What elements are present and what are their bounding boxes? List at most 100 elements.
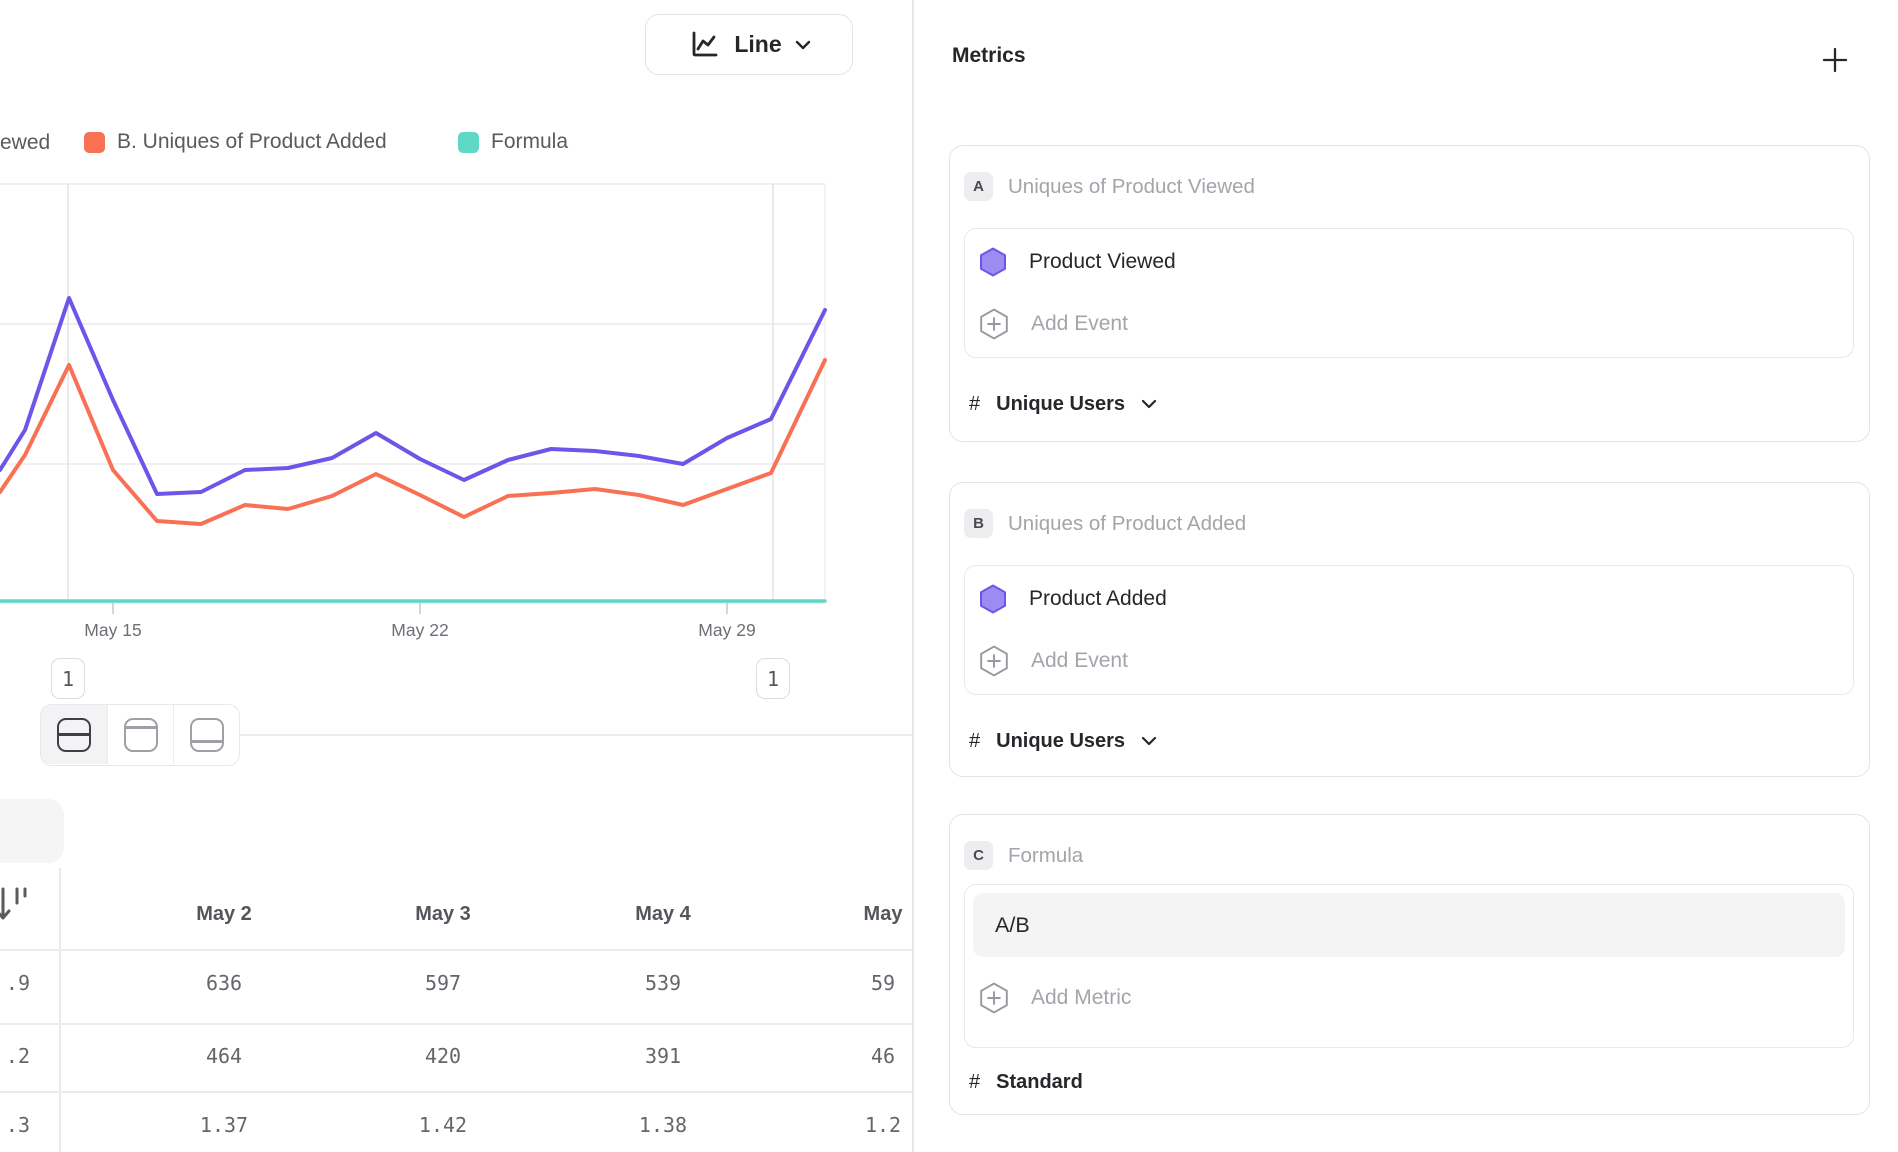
table-column-divider	[59, 868, 61, 1152]
measure-label: Unique Users	[996, 392, 1126, 415]
number-type-icon: #	[969, 392, 981, 415]
chart-type-selector[interactable]: Line	[645, 14, 853, 75]
metric-title: Uniques of Product Added	[1008, 511, 1247, 535]
metric-badge-b: B	[964, 509, 993, 538]
card-header: A Uniques of Product Viewed	[964, 172, 1255, 201]
add-event-label: Add Event	[1031, 312, 1128, 335]
line-chart-plot[interactable]	[0, 170, 912, 650]
layout-chart-only-button[interactable]	[107, 705, 173, 764]
event-name: Product Viewed	[1029, 250, 1176, 273]
add-event-hexagon-icon	[980, 645, 1008, 677]
table-cell: 391	[644, 1044, 682, 1068]
legend-item-b[interactable]: B. Uniques of Product Added	[84, 129, 387, 155]
chevron-down-icon	[1141, 736, 1157, 746]
chart-section: Line ewed B. Uniques of Product Added Fo…	[0, 0, 912, 1152]
split-view-icon	[57, 717, 91, 752]
add-event-hexagon-icon	[980, 308, 1008, 340]
table-row-divider	[0, 1091, 912, 1093]
chevron-down-icon	[1141, 399, 1157, 409]
table-cell: 464	[205, 1044, 243, 1068]
event-name: Product Added	[1029, 587, 1167, 610]
layout-table-only-button[interactable]	[173, 705, 239, 764]
measure-label: Standard	[996, 1070, 1083, 1093]
add-metric-label: Add Metric	[1031, 986, 1132, 1009]
table-cell: 1.42	[418, 1113, 468, 1137]
event-list: Product Viewed Add Event	[964, 228, 1854, 358]
table-cell: 539	[644, 971, 682, 995]
bottom-bar-layout-icon	[189, 717, 224, 752]
table-corner-tab[interactable]	[0, 799, 64, 863]
table-row-divider	[0, 949, 912, 951]
add-event-row[interactable]: Add Event	[979, 293, 1839, 355]
measure-dropdown[interactable]: # Unique Users	[969, 389, 1157, 419]
event-hexagon-icon	[980, 584, 1006, 614]
table-cell: 636	[205, 971, 243, 995]
legend-label-formula: Formula	[491, 130, 569, 153]
table-cell: 1.37	[199, 1113, 249, 1137]
x-tick-label: May 22	[391, 620, 449, 640]
legend-swatch-formula	[458, 131, 479, 153]
measure-dropdown[interactable]: # Unique Users	[969, 726, 1157, 756]
series-B. Uniques of Product Added	[0, 358, 827, 526]
panel-title: Metrics	[952, 44, 1026, 67]
table-header-may-2[interactable]: May 2	[196, 903, 252, 925]
metric-card-a: A Uniques of Product Viewed Product View…	[949, 145, 1870, 442]
plus-icon	[1822, 47, 1848, 73]
add-metric-row[interactable]: Add Metric	[973, 957, 1845, 1039]
metric-title: Uniques of Product Viewed	[1008, 174, 1255, 198]
layout-toggle-group	[40, 704, 240, 766]
table-header-may-4[interactable]: May 4	[635, 903, 691, 925]
measure-dropdown[interactable]: # Standard	[969, 1067, 1083, 1097]
event-row-product-added[interactable]: Product Added	[979, 568, 1839, 630]
number-type-icon: #	[969, 1070, 981, 1093]
table-header-may-3[interactable]: May 3	[415, 903, 471, 925]
table-frozen-cell-truncated: .3	[5, 1113, 30, 1137]
event-hexagon-icon	[980, 247, 1006, 277]
table-cell: 420	[424, 1044, 462, 1068]
x-tick-label: May 15	[84, 620, 142, 640]
add-metric-hexagon-icon	[980, 982, 1008, 1014]
table-row-divider	[0, 1023, 912, 1025]
event-list: Product Added Add Event	[964, 565, 1854, 695]
top-bar-layout-icon	[123, 717, 158, 752]
add-event-label: Add Event	[1031, 649, 1128, 672]
metric-badge-c: C	[964, 841, 993, 870]
table-cell: 59	[870, 971, 896, 995]
annotation-badge[interactable]: 1	[51, 658, 85, 699]
number-type-icon: #	[969, 729, 981, 752]
metric-card-b: B Uniques of Product Added Product Added…	[949, 482, 1870, 777]
section-divider	[240, 734, 912, 736]
table-header-may[interactable]: May	[863, 903, 903, 925]
series-A. Uniques of Product Viewed	[0, 296, 827, 496]
x-tick-label: May 29	[698, 620, 756, 640]
formula-editor: A/B Add Metric	[964, 884, 1854, 1048]
line-chart-icon	[692, 31, 718, 56]
layout-split-view-button[interactable]	[41, 705, 107, 764]
annotation-badge[interactable]: 1	[756, 658, 790, 699]
formula-value: A/B	[995, 912, 1030, 937]
card-header: C Formula	[964, 841, 1083, 870]
table-cell: 1.2	[864, 1113, 902, 1137]
sort-descending-icon[interactable]	[0, 882, 30, 928]
metric-badge-a: A	[964, 172, 993, 201]
metric-card-c: C Formula A/B Add Metric # Standard	[949, 814, 1870, 1115]
table-frozen-cell-truncated: .9	[5, 971, 30, 995]
measure-label: Unique Users	[996, 729, 1126, 752]
table-cell: 46	[870, 1044, 896, 1068]
formula-input[interactable]: A/B	[973, 893, 1845, 957]
metric-title: Formula	[1008, 843, 1084, 867]
legend-swatch-b	[84, 131, 105, 153]
table-frozen-cell-truncated: .2	[5, 1044, 30, 1068]
chevron-down-icon	[795, 40, 810, 49]
add-event-row[interactable]: Add Event	[979, 630, 1839, 692]
table-cell: 1.38	[638, 1113, 688, 1137]
add-metric-plus-button[interactable]	[1817, 42, 1853, 78]
legend-label-b: B. Uniques of Product Added	[117, 130, 387, 153]
event-row-product-viewed[interactable]: Product Viewed	[979, 231, 1839, 293]
metrics-panel: Metrics A Uniques of Product Viewed Prod…	[912, 0, 1898, 1152]
chart-type-label: Line	[734, 31, 782, 57]
legend-item-formula[interactable]: Formula	[458, 129, 568, 155]
card-header: B Uniques of Product Added	[964, 509, 1246, 538]
legend-item-a-truncated[interactable]: ewed	[0, 131, 51, 154]
